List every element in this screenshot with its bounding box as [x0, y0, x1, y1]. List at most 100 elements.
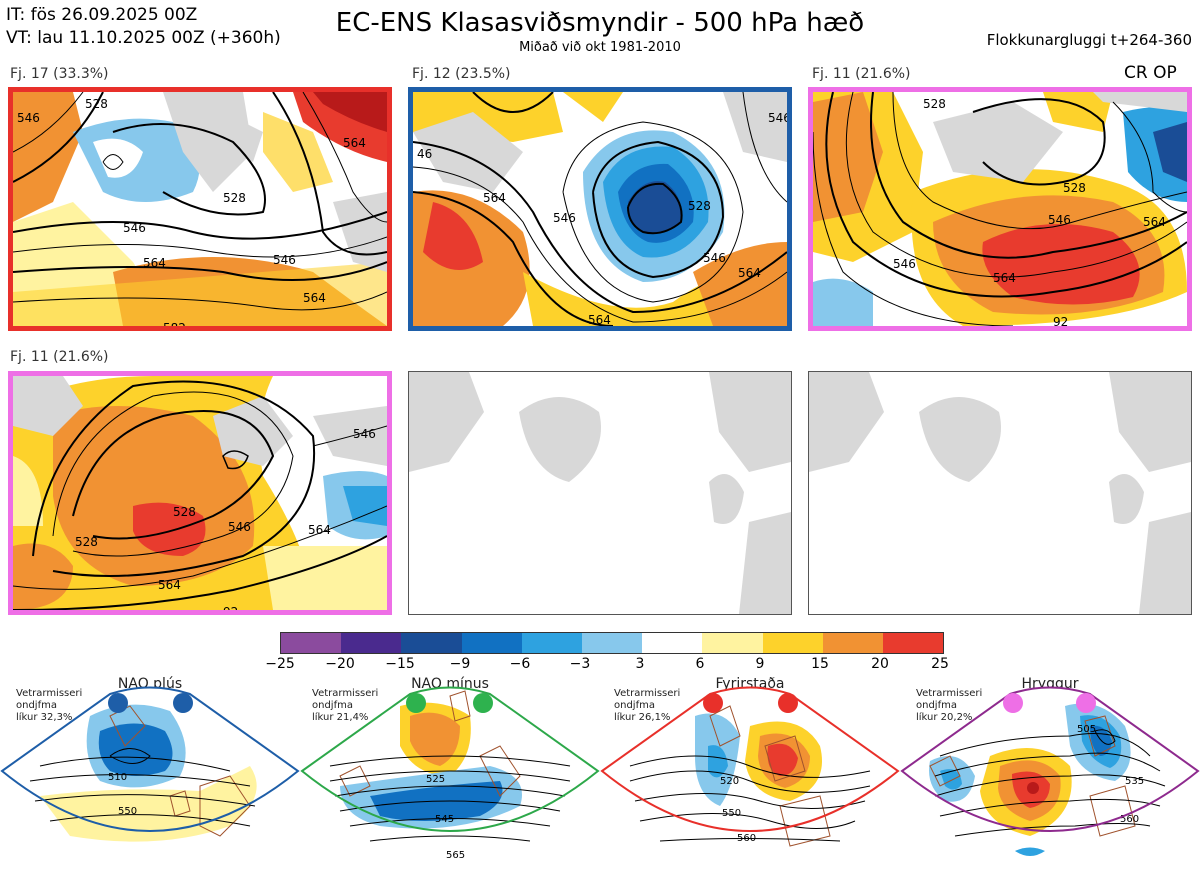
colorbar-tick: 9 [755, 656, 765, 672]
initial-time: IT: fös 26.09.2025 00Z [6, 5, 198, 25]
contour-label: 582 [163, 321, 186, 326]
contour-label: 528 [85, 97, 108, 111]
colorbar-tick: 20 [871, 656, 889, 672]
regime-note: Vetrarmisseri ondjfma líkur 20,2% [916, 688, 983, 723]
contour-label: 546 [1048, 213, 1071, 227]
contour-label: 564 [303, 291, 326, 305]
regime-dot [1076, 693, 1096, 713]
colorbar-segment [822, 633, 883, 653]
cluster-label-3: Fj. 11 (21.6%) [812, 66, 911, 82]
colorbar-segment [341, 633, 402, 653]
colorbar-tick: −3 [569, 656, 591, 672]
colorbar-segment [642, 633, 703, 653]
contour-label: 564 [143, 256, 166, 270]
contour-label: 528 [688, 199, 711, 213]
colorbar-segment [882, 633, 944, 653]
contour-label: 546 [273, 253, 296, 267]
regime-dot [1003, 693, 1023, 713]
regime-dot [473, 693, 493, 713]
contour-label: 46 [417, 147, 432, 161]
cluster-label-2: Fj. 12 (23.5%) [412, 66, 511, 82]
colorbar [280, 632, 944, 654]
regime-dot [173, 693, 193, 713]
contour-label: 560 [737, 833, 756, 844]
contour-label: 546 [768, 111, 787, 125]
cluster-map-1: 546 528 546 564 564 582 528 546 564 [8, 87, 392, 331]
colorbar-tick: 3 [635, 656, 645, 672]
contour-label: 546 [353, 427, 376, 441]
colorbar-segment [521, 633, 582, 653]
contour-label: 546 [893, 257, 916, 271]
contour-label: 546 [553, 211, 576, 225]
colorbar-tick: 25 [931, 656, 949, 672]
contour-label: 510 [108, 772, 127, 783]
contour-label: 564 [483, 191, 506, 205]
contour-label: 564 [993, 271, 1016, 285]
regime-dot [108, 693, 128, 713]
regime-nao-plus: NAO plús Vetrarmisseri ondjfma líkur 32,… [0, 676, 300, 871]
colorbar-tick: 6 [695, 656, 705, 672]
regime-note: Vetrarmisseri ondjfma líkur 32,3% [16, 688, 83, 723]
empty-map-5 [408, 371, 792, 615]
colorbar-segment [401, 633, 462, 653]
cluster-map-2: 46 564 546 528 546 564 564 546 [408, 87, 792, 331]
contour-label: 505 [1077, 724, 1096, 735]
contour-label: 560 [1120, 814, 1139, 825]
cluster-label-1: Fj. 17 (33.3%) [10, 66, 109, 82]
contour-label: 92 [1053, 315, 1068, 326]
regime-note: Vetrarmisseri ondjfma líkur 21,4% [312, 688, 379, 723]
contour-label: 528 [173, 505, 196, 519]
contour-label: 550 [118, 806, 137, 817]
regime-dot [406, 693, 426, 713]
contour-label: 545 [435, 814, 454, 825]
regime-blocking: Fyrirstaða Vetrarmisseri ondjfma líkur 2… [600, 676, 900, 871]
regime-note: Vetrarmisseri ondjfma líkur 26,1% [614, 688, 681, 723]
colorbar-segment [281, 633, 342, 653]
contour-label: 564 [343, 136, 366, 150]
page-subtitle: Miðað við okt 1981-2010 [519, 40, 681, 55]
colorbar-tick: −6 [509, 656, 531, 672]
contour-label: 546 [123, 221, 146, 235]
regime-ridge: Hryggur Vetrarmisseri ondjfma líkur 20,2… [900, 676, 1200, 871]
contour-label: 550 [722, 808, 741, 819]
regime-dot [778, 693, 798, 713]
contour-label: 520 [720, 776, 739, 787]
cluster-map-4: 528 546 564 92 546 564 528 [8, 371, 392, 615]
contour-label: 564 [308, 523, 331, 537]
contour-label: 92 [223, 605, 238, 610]
contour-label: 564 [588, 313, 611, 326]
valid-time: VT: lau 11.10.2025 00Z (+360h) [6, 28, 281, 48]
contour-label: 546 [228, 520, 251, 534]
contour-label: 528 [75, 535, 98, 549]
cr-op-label: CR OP [1124, 63, 1177, 83]
colorbar-tick: −20 [325, 656, 355, 672]
colorbar-segment [702, 633, 763, 653]
contour-label: 528 [923, 97, 946, 111]
colorbar-segment [581, 633, 643, 653]
colorbar-segment [762, 633, 823, 653]
contour-label: 528 [223, 191, 246, 205]
cluster-map-3: 528 546 564 564 546 528 92 [808, 87, 1192, 331]
contour-label: 565 [446, 850, 465, 861]
colorbar-tick: −9 [449, 656, 471, 672]
regime-dot [703, 693, 723, 713]
empty-map-6 [808, 371, 1192, 615]
header-info: IT: fös 26.09.2025 00Z VT: lau 11.10.202… [6, 4, 281, 50]
contour-label: 546 [703, 251, 726, 265]
contour-label: 564 [1143, 215, 1166, 229]
colorbar-tick: 15 [811, 656, 829, 672]
page-title: EC-ENS Klasasviðsmyndir - 500 hPa hæð [335, 8, 865, 38]
regime-title: NAO mínus [411, 676, 489, 692]
cluster-label-4: Fj. 11 (21.6%) [10, 349, 109, 365]
contour-label: 528 [1063, 181, 1086, 195]
contour-label: 564 [738, 266, 761, 280]
contour-label: 535 [1125, 776, 1144, 787]
colorbar-segment [461, 633, 522, 653]
contour-label: 546 [17, 111, 40, 125]
colorbar-tick: −25 [265, 656, 295, 672]
contour-label: 564 [158, 578, 181, 592]
colorbar-tick: −15 [385, 656, 415, 672]
regime-nao-minus: NAO mínus Vetrarmisseri ondjfma líkur 21… [300, 676, 600, 871]
contour-label: 525 [426, 774, 445, 785]
classification-window: Flokkunargluggi t+264-360 [986, 31, 1192, 49]
